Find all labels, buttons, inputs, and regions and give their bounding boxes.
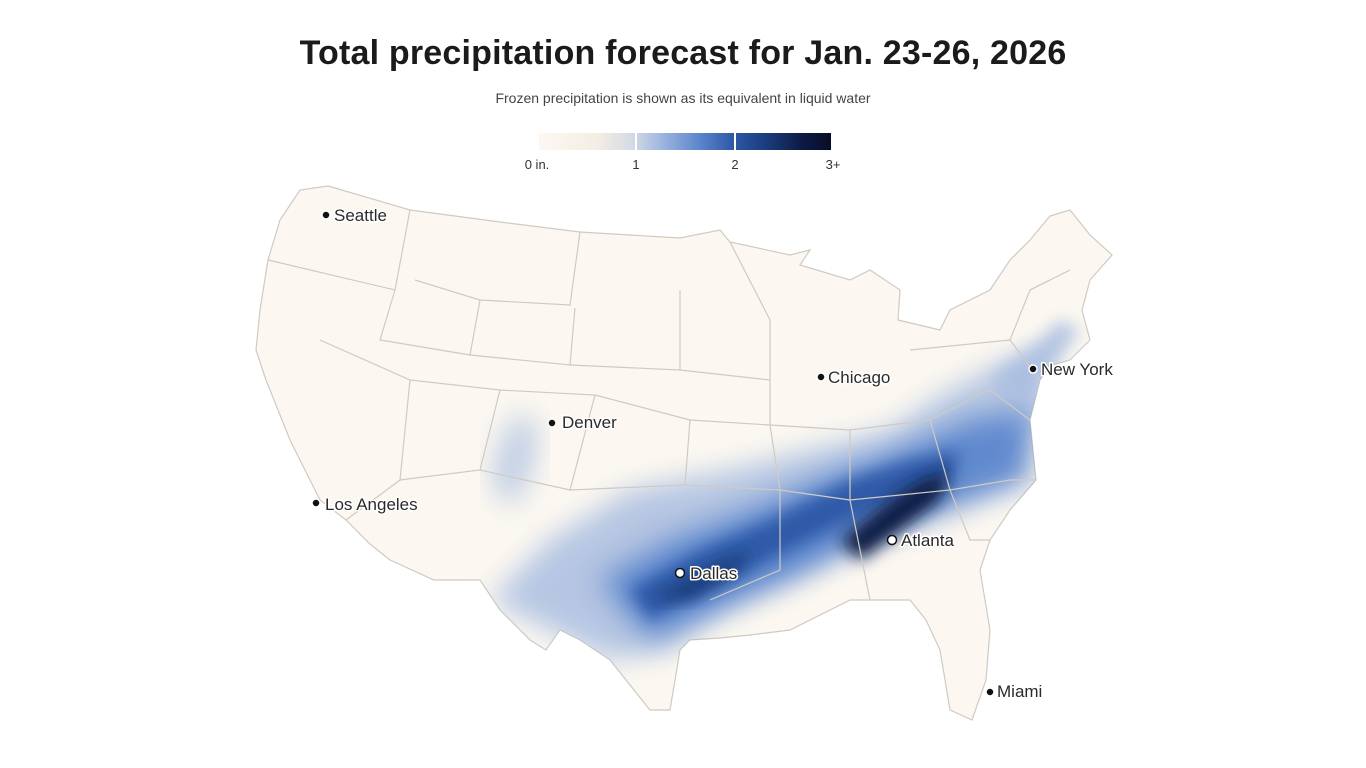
denver-marker: [547, 418, 557, 428]
miami-marker: [985, 687, 995, 697]
us-precipitation-map: Seattle Denver Los Angeles Chicago New Y…: [255, 185, 1115, 721]
city-label-atlanta: Atlanta: [901, 531, 954, 550]
city-label-seattle: Seattle: [334, 206, 387, 225]
city-label-denver: Denver: [562, 413, 617, 432]
legend-tick-0: 0 in.: [524, 157, 550, 172]
state-borders: [267, 209, 1071, 601]
legend-tick-1: 1: [632, 157, 640, 172]
atlanta-marker: [886, 534, 898, 546]
us-land: [255, 185, 1113, 721]
legend-tick-2: 2: [731, 157, 739, 172]
seattle-marker: [321, 210, 331, 220]
legend-divider: [635, 133, 637, 150]
legend-divider: [734, 133, 736, 150]
new-york-marker: [1028, 364, 1038, 374]
city-label-new-york: New York: [1041, 360, 1113, 379]
chart-title: Total precipitation forecast for Jan. 23…: [299, 34, 1067, 72]
legend-color-scale: [539, 133, 831, 150]
city-label-los-angeles: Los Angeles: [325, 495, 418, 514]
dallas-marker: [674, 567, 686, 579]
city-label-dallas: Dallas: [690, 564, 737, 583]
chart-subtitle: Frozen precipitation is shown as its equ…: [495, 90, 871, 106]
precipitation-layer: [490, 320, 1080, 660]
city-label-miami: Miami: [997, 682, 1042, 701]
city-markers: Seattle Denver Los Angeles Chicago New Y…: [311, 205, 1115, 703]
los-angeles-marker: [311, 498, 321, 508]
chicago-marker: [816, 372, 826, 382]
legend-tick-3: 3+: [825, 157, 841, 172]
city-label-chicago: Chicago: [828, 368, 890, 387]
precipitation-legend: 0 in. 1 2 3+: [515, 132, 855, 182]
